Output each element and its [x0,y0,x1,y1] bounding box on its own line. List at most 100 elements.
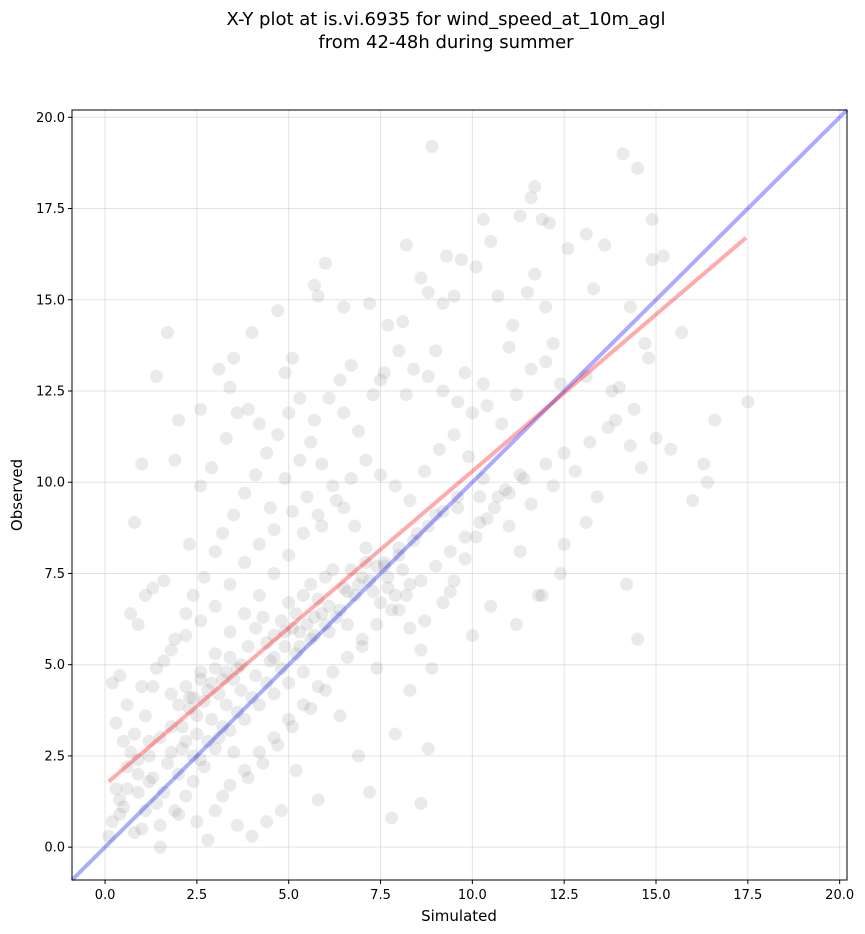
scatter-point [131,753,145,767]
scatter-point [245,691,259,705]
scatter-point [194,402,208,416]
scatter-point [149,369,163,383]
scatter-point [377,366,391,380]
scatter-point [554,566,568,580]
scatter-point [579,369,593,383]
x-tick-label: 15.0 [642,888,671,903]
scatter-point [458,366,472,380]
scatter-point [351,749,365,763]
scatter-point [252,537,266,551]
scatter-point [337,501,351,515]
scatter-point [451,490,465,504]
scatter-point [403,577,417,591]
scatter-point [359,453,373,467]
scatter-point [392,603,406,617]
scatter-point [238,764,252,778]
scatter-point [190,709,204,723]
x-axis-label: Simulated [421,907,497,925]
scatter-point [601,420,615,434]
scatter-point [322,391,336,405]
scatter-point [278,625,292,639]
scatter-point [267,650,281,664]
reference-lines [70,108,849,882]
scatter-point [407,534,421,548]
scatter-point [149,661,163,675]
scatter-point [293,391,307,405]
scatter-point [267,731,281,745]
scatter-point [414,643,428,657]
scatter-point [513,209,527,223]
scatter-point [326,563,340,577]
scatter-point [256,756,270,770]
scatter-point [315,519,329,533]
scatter-point [392,344,406,358]
x-tick-label: 7.5 [370,888,391,903]
scatter-point [278,472,292,486]
scatter-point [172,807,186,821]
scatter-point [495,417,509,431]
scatter-point [230,818,244,832]
scatter-point [304,701,318,715]
scatter-point [109,716,123,730]
scatter-point [388,588,402,602]
scatter-point [535,212,549,226]
scatter-point [631,632,645,646]
scatter-point [172,767,186,781]
scatter-point [296,588,310,602]
scatter-point [436,384,450,398]
scatter-point [289,647,303,661]
scatter-point [289,764,303,778]
scatter-point [399,238,413,252]
scatter-point [421,742,435,756]
scatter-point [124,607,138,621]
scatter-point [590,490,604,504]
scatter-point [447,574,461,588]
scatter-point [491,289,505,303]
scatter-point [219,698,233,712]
scatter-point [285,621,299,635]
scatter-point [333,603,347,617]
scatter-point [686,493,700,507]
scatter-point [318,683,332,697]
scatter-point [238,486,252,500]
scatter-point [216,789,230,803]
scatter-point [113,669,127,683]
scatter-point [186,691,200,705]
scatter-point [546,479,560,493]
scatter-point [168,632,182,646]
scatter-point [366,388,380,402]
scatter-point [476,212,490,226]
scatter-point [385,603,399,617]
scatter-point [238,556,252,570]
scatter-point [741,395,755,409]
scatter-point [278,639,292,653]
scatter-point [429,508,443,522]
scatter-point [212,687,226,701]
scatter-point [241,771,255,785]
scatter-point [238,712,252,726]
scatter-point [366,585,380,599]
scatter-point [399,588,413,602]
scatter-point [311,793,325,807]
scatter-point [194,672,208,686]
scatter-point [520,285,534,299]
scatter-point [293,453,307,467]
scatter-point [153,840,167,854]
scatter-point [480,399,494,413]
scatter-point [344,472,358,486]
scatter-point [274,804,288,818]
scatter-point [307,278,321,292]
scatter-point [656,249,670,263]
scatter-point [135,457,149,471]
scatter-point [414,271,428,285]
scatter-point [579,515,593,529]
scatter-point [205,676,219,690]
scatter-point [561,242,575,256]
scatter-point [252,698,266,712]
scatter-point [260,676,274,690]
scatter-point [304,632,318,646]
scatter-point [326,479,340,493]
scatter-point [157,785,171,799]
scatter-point [138,709,152,723]
